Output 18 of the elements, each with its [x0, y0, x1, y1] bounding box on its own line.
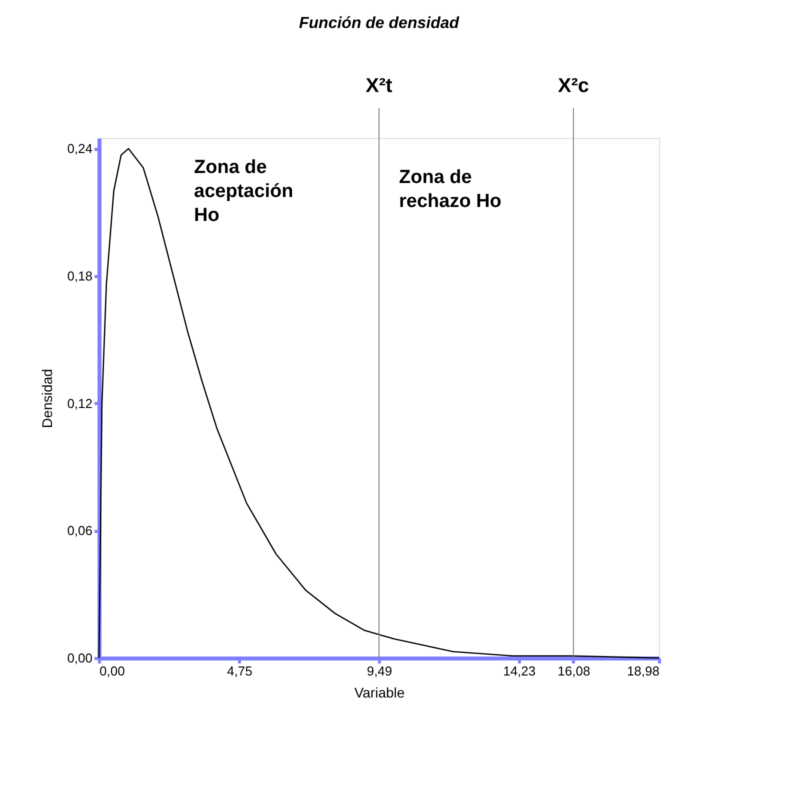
- annotation: Zona de aceptación Ho: [194, 157, 294, 226]
- ref-line-label: X²t: [366, 75, 393, 97]
- x-tick-label: 16,08: [558, 664, 590, 678]
- x-tick-label: 4,75: [226, 664, 252, 678]
- x-tick-label: 18,98: [626, 664, 660, 678]
- y-tick-label: 0,00: [67, 650, 92, 666]
- x-axis-title: Variable: [354, 684, 405, 700]
- x-tick-label: 14,23: [503, 664, 536, 678]
- x-tick-label: 9,49: [366, 664, 392, 678]
- chart-title: Función de densidad: [298, 15, 460, 32]
- annotation: Zona de rechazo Ho: [399, 167, 502, 212]
- y-tick-label: 0,18: [67, 268, 92, 284]
- y-tick-label: 0,12: [67, 396, 92, 411]
- ref-line-label: X²c: [558, 75, 589, 97]
- y-axis-title: Densidad: [39, 368, 56, 428]
- x-tick-label: 0,00: [100, 664, 125, 678]
- y-tick-label: 0,06: [67, 523, 92, 538]
- y-tick-label: 0,24: [67, 141, 92, 156]
